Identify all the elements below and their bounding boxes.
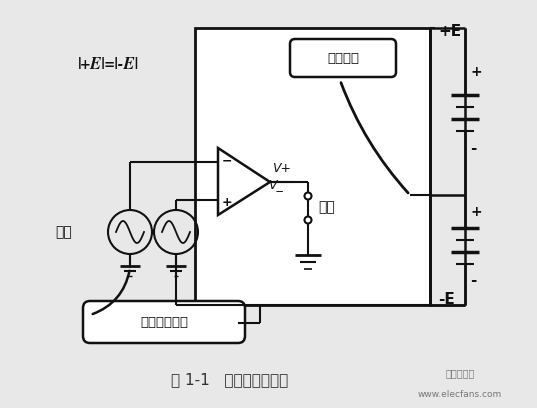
Text: +E: +E (438, 24, 461, 40)
Circle shape (304, 217, 311, 224)
Text: www.elecfans.com: www.elecfans.com (418, 390, 502, 399)
Text: -: - (470, 273, 476, 288)
Text: V+: V+ (272, 162, 291, 175)
Text: 输出: 输出 (318, 200, 335, 214)
Text: −: − (222, 155, 232, 168)
Text: 电子发烧友: 电子发烧友 (445, 368, 475, 378)
Text: 输入: 输入 (55, 225, 72, 239)
Text: |+E|=|-E|: |+E|=|-E| (78, 57, 139, 73)
Text: +: + (222, 197, 233, 209)
FancyBboxPatch shape (83, 301, 245, 343)
Text: +: + (470, 65, 482, 79)
Text: -: - (470, 140, 476, 155)
Text: -E: -E (438, 293, 455, 308)
Text: 基准电位: 基准电位 (327, 51, 359, 64)
FancyBboxPatch shape (290, 39, 396, 77)
Bar (195, 28, 430, 305)
Circle shape (304, 193, 311, 200)
Text: +: + (470, 205, 482, 219)
Text: V_: V_ (268, 179, 283, 191)
Text: 输入脚回归线: 输入脚回归线 (140, 317, 188, 330)
Text: 图 1-1   对称双电源供电: 图 1-1 对称双电源供电 (171, 373, 288, 388)
